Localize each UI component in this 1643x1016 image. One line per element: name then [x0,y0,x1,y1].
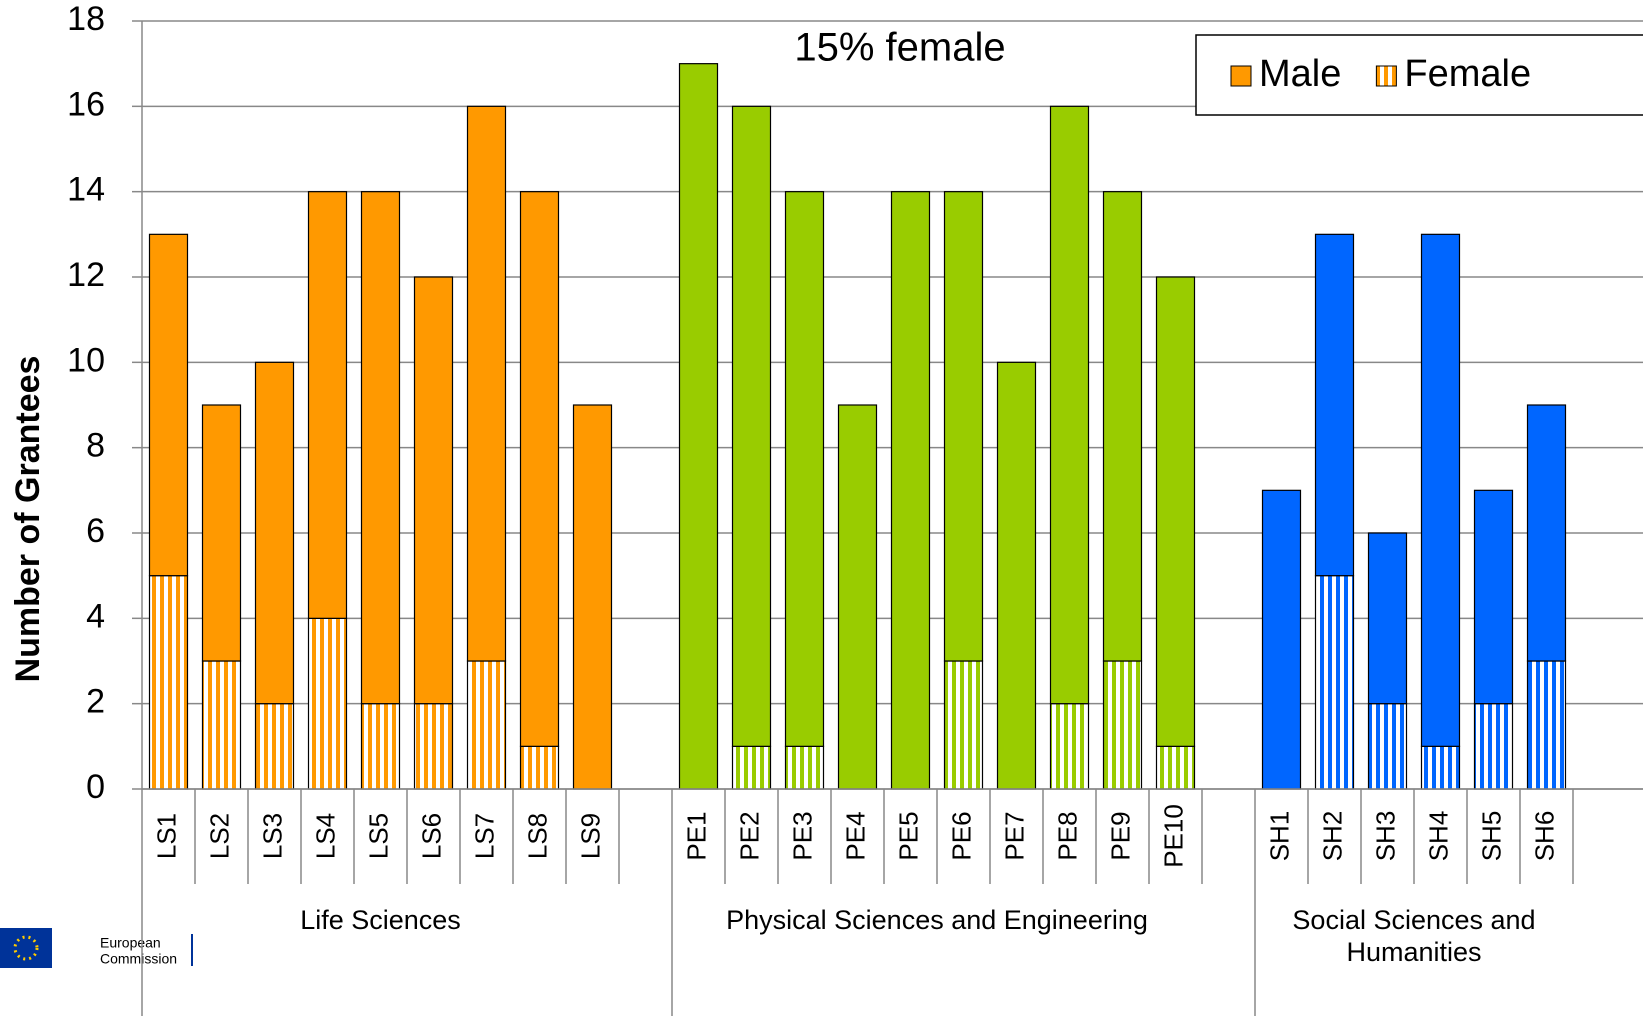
bar-segment [1473,703,1514,790]
logo: European Commission [0,928,193,968]
y-tick-label: 0 [86,768,105,806]
bar-segment [1473,489,1514,705]
bar-segment [1420,745,1461,790]
y-tick-label: 12 [67,256,105,294]
x-tick-label: PE6 [946,811,976,860]
x-tick-label: SH3 [1370,811,1400,862]
bar-segment [201,660,242,790]
bar-segment [1049,703,1090,790]
bar-segment [1314,233,1355,577]
bar-segment [148,233,189,577]
bar-segment [1314,575,1355,790]
legend-label: Female [1404,53,1531,95]
bar-segment [996,361,1037,790]
bar-segment [890,191,931,790]
x-tick-label: LS2 [204,813,234,859]
bar-segment [1420,233,1461,747]
bar-segment [678,63,719,790]
bar-segment [307,191,348,619]
x-tick-label: LS9 [575,813,605,859]
logo-text: Commission [100,951,177,967]
x-tick-label: LS6 [416,813,446,859]
legend-swatch [1375,65,1397,87]
bar-segment [201,404,242,662]
bar-segment [784,191,825,747]
group-label: Physical Sciences and Engineering [726,905,1148,935]
x-tick-label: PE9 [1105,811,1135,860]
bar-segment [1155,745,1196,790]
bar-segment [1367,703,1408,790]
bar-segment [837,404,878,790]
x-tick-label: SH4 [1423,811,1453,862]
bar-segment [307,617,348,790]
bar-segment [943,660,984,790]
logo-text: European [100,935,161,951]
bar-segment [519,745,560,790]
x-tick-label: LS1 [151,813,181,859]
y-tick-label: 2 [86,683,105,721]
bar-segment [360,703,401,790]
bar-segment [1102,191,1143,662]
bar-segment [1049,105,1090,705]
y-tick-label: 14 [67,171,105,209]
x-tick-label: LS4 [310,813,340,859]
y-tick-label: 10 [67,341,105,379]
x-tick-label: PE3 [787,811,817,860]
logo-stars [13,935,39,961]
x-tick-label: PE8 [1052,811,1082,860]
x-tick-label: SH2 [1317,811,1347,862]
x-tick-label: LS7 [469,813,499,859]
x-tick-label: LS8 [522,813,552,859]
x-tick-label: PE10 [1158,804,1188,868]
legend-swatch [1230,65,1252,87]
y-tick-label: 6 [86,512,105,550]
bar-segment [1526,660,1567,790]
bar-segment [1261,489,1302,790]
x-tick-label: PE5 [893,811,923,860]
bar-segment [1526,404,1567,662]
bar-segment [466,660,507,790]
y-tick-label: 8 [86,427,105,465]
bar-segment [943,191,984,662]
bar-segment [1367,532,1408,705]
annotation: 15% female [794,26,1005,70]
bar-segment [572,404,613,790]
x-tick-label: SH1 [1264,811,1294,862]
bar-segment [254,361,295,705]
bar-segment [731,745,772,790]
y-tick-label: 16 [67,85,105,123]
y-tick-label: 18 [67,0,105,38]
bar-segment [254,703,295,790]
bar-segment [360,191,401,705]
bar-segment [466,105,507,662]
logo-flag [0,928,52,968]
bar-segment [413,276,454,705]
x-tick-label: LS3 [257,813,287,859]
x-tick-label: PE4 [840,811,870,860]
x-tick-label: PE1 [681,811,711,860]
x-tick-label: SH6 [1529,811,1559,862]
bar-segment [1155,276,1196,747]
y-axis-label: Number of Grantees [9,356,47,683]
bar-segment [519,191,560,747]
x-tick-label: LS5 [363,813,393,859]
legend-box [1195,34,1643,116]
x-tick-label: SH5 [1476,811,1506,862]
bar-segment [148,575,189,790]
y-tick-label: 4 [86,597,105,635]
x-tick-label: PE7 [999,811,1029,860]
bar-segment [413,703,454,790]
x-tick-label: PE2 [734,811,764,860]
bar-segment [1102,660,1143,790]
bar-segment [731,105,772,747]
legend-label: Male [1259,53,1341,95]
group-label: Life Sciences [300,905,461,935]
bar-segment [784,745,825,790]
group-label: Social Sciences and Humanities [1292,905,1536,967]
